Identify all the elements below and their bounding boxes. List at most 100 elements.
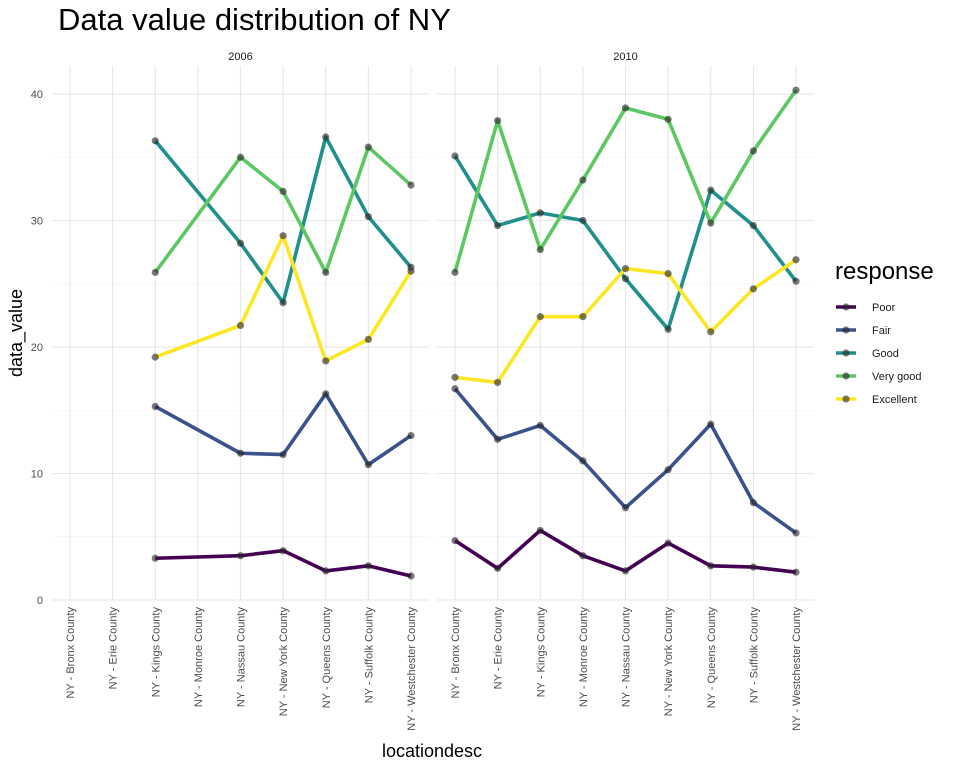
y-axis-title: data_value <box>6 289 27 377</box>
data-point-very-good <box>151 268 159 276</box>
data-point-very-good <box>707 219 715 227</box>
data-point-very-good <box>451 268 459 276</box>
x-tick-label: NY - Queens County <box>321 607 333 709</box>
data-point-excellent <box>579 313 587 321</box>
x-tick-label: NY - Kings County <box>150 607 162 698</box>
data-point-very-good <box>536 245 544 254</box>
x-tick-label: NY - Queens County <box>706 607 718 709</box>
x-tick-label: NY - Westchester County <box>791 607 803 731</box>
data-point-poor <box>621 567 630 575</box>
y-tick-label: 40 <box>31 89 43 101</box>
chart-title: Data value distribution of NY <box>58 2 451 37</box>
x-tick-label: NY - Kings County <box>535 607 547 698</box>
data-point-fair <box>664 466 672 474</box>
series-line-poor <box>155 548 412 578</box>
data-point-good <box>451 152 459 160</box>
data-point-fair <box>494 435 502 443</box>
data-point-very-good <box>322 268 330 276</box>
y-tick-label: 30 <box>31 216 43 228</box>
legend-label: Poor <box>872 302 896 314</box>
data-point-very-good <box>494 116 502 125</box>
series-line-excellent <box>154 233 413 363</box>
legend-entry-good: Good <box>836 348 899 360</box>
x-tick-label: NY - Nassau County <box>236 607 248 708</box>
facet-strip-label: 2010 <box>613 51 637 63</box>
data-point-very-good <box>407 181 415 189</box>
data-point-good <box>749 221 757 230</box>
legend-entry-poor: Poor <box>836 302 896 314</box>
legend-label: Good <box>872 348 899 360</box>
data-point-very-good <box>364 143 372 151</box>
facet-strip-label: 2006 <box>228 51 252 63</box>
data-point-excellent <box>494 378 502 387</box>
data-point-good <box>579 216 587 225</box>
x-tick-label: NY - Nassau County <box>621 607 633 708</box>
facet-panels: 2006 0 10 20 30 40 NY - Bronx County NY - Erie … <box>31 51 814 731</box>
legend-key-point <box>842 326 850 334</box>
y-tick-label: 0 <box>37 595 43 607</box>
data-point-fair <box>579 457 587 465</box>
legend-key-point <box>842 349 850 357</box>
x-tick-label: NY - Bronx County <box>450 607 462 699</box>
data-point-fair <box>322 390 330 398</box>
data-point-good <box>279 299 287 307</box>
data-point-very-good <box>236 153 245 161</box>
x-tick-label: NY - Monroe County <box>193 607 205 708</box>
data-point-excellent <box>279 232 287 240</box>
data-point-poor <box>494 564 502 572</box>
data-point-fair <box>536 421 544 430</box>
x-tick-label: NY - New York County <box>278 607 290 717</box>
data-point-poor <box>792 568 800 576</box>
data-point-fair <box>236 449 245 457</box>
data-point-very-good <box>621 104 630 112</box>
legend-label: Fair <box>872 325 891 337</box>
data-point-poor <box>364 562 372 570</box>
data-point-fair <box>451 385 459 393</box>
x-tick-label: NY - Suffolk County <box>748 607 760 704</box>
y-tick-label: 10 <box>31 469 43 481</box>
data-point-very-good <box>749 147 757 155</box>
x-tick-label: NY - Erie County <box>493 607 505 690</box>
data-point-good <box>494 221 502 230</box>
x-tick-label: NY - Erie County <box>108 607 120 690</box>
x-tick-label: NY - New York County <box>663 607 675 717</box>
data-point-good <box>536 209 544 217</box>
data-point-poor <box>707 562 715 570</box>
x-tick-label: NY - Westchester County <box>406 607 418 731</box>
data-point-fair <box>707 420 715 428</box>
facet-panel-2006: 2006 0 10 20 30 40 NY - Bronx County NY - Erie … <box>31 51 429 731</box>
legend-key-point <box>842 303 850 311</box>
data-point-good <box>151 137 159 145</box>
data-point-good <box>236 239 245 247</box>
legend: response Poor Fair Good Very good Excellent <box>835 258 934 406</box>
data-point-excellent <box>151 353 159 361</box>
x-tick-label: NY - Bronx County <box>65 607 77 699</box>
x-tick-label: NY - Monroe County <box>578 607 590 708</box>
data-point-poor <box>151 554 159 562</box>
data-point-excellent <box>749 285 757 293</box>
legend-key-point <box>842 395 850 403</box>
data-point-fair <box>407 431 415 440</box>
legend-entry-very-good: Very good <box>836 371 922 383</box>
legend-entry-fair: Fair <box>836 325 891 337</box>
legend-entry-excellent: Excellent <box>836 394 917 406</box>
data-point-poor <box>664 539 672 547</box>
data-point-good <box>707 186 715 194</box>
legend-label: Very good <box>872 371 922 383</box>
data-point-very-good <box>792 86 800 94</box>
series-line-fair <box>154 392 413 467</box>
data-point-poor <box>236 552 245 560</box>
data-point-excellent <box>707 328 715 336</box>
data-point-excellent <box>621 264 630 273</box>
data-point-very-good <box>279 187 287 196</box>
y-tick-label: 20 <box>31 342 43 354</box>
x-axis-title: locationdesc <box>382 741 482 761</box>
series-line-good <box>153 135 413 305</box>
data-point-excellent <box>322 357 330 365</box>
data-point-fair <box>749 498 757 507</box>
data-point-good <box>792 277 800 285</box>
data-point-excellent <box>236 321 245 330</box>
data-point-good <box>621 275 630 283</box>
data-point-fair <box>621 504 630 512</box>
